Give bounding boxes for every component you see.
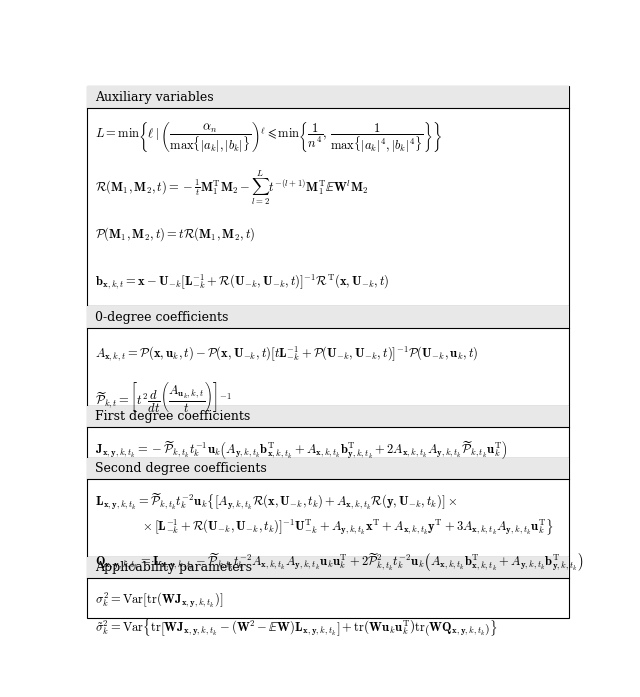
- Bar: [88, 557, 568, 579]
- Text: Auxiliary variables: Auxiliary variables: [95, 91, 214, 104]
- Bar: [88, 86, 568, 108]
- Text: Second degree coefficients: Second degree coefficients: [95, 462, 267, 475]
- Text: $\mathbf{L}_{\mathbf{x},\mathbf{y},k,t_k} = \widetilde{\mathcal{P}}_{k,t_k} t_k^: $\mathbf{L}_{\mathbf{x},\mathbf{y},k,t_k…: [95, 491, 457, 512]
- Text: $\mathcal{R}(\mathbf{M}_1, \mathbf{M}_2, t) = -\frac{1}{t}\mathbf{M}_1^\mathrm{T: $\mathcal{R}(\mathbf{M}_1, \mathbf{M}_2,…: [95, 169, 369, 208]
- Text: 0-degree coefficients: 0-degree coefficients: [95, 311, 228, 323]
- Bar: [88, 307, 568, 406]
- Text: Applicability parameters: Applicability parameters: [95, 561, 252, 574]
- Text: $\mathbf{J}_{\mathbf{x},\mathbf{y},k,t_k} = -\widetilde{\mathcal{P}}_{k,t_k} t_k: $\mathbf{J}_{\mathbf{x},\mathbf{y},k,t_k…: [95, 438, 508, 461]
- Text: $\widetilde{\mathcal{P}}_{k,t} = \left[t^2 \dfrac{d}{dt}\left(\dfrac{A_{\mathbf{: $\widetilde{\mathcal{P}}_{k,t} = \left[t…: [95, 380, 232, 413]
- Text: $\tilde{\sigma}_k^2 = \mathrm{Var}\left\{\mathrm{tr}\left[\mathbf{W}\mathbf{J}_{: $\tilde{\sigma}_k^2 = \mathrm{Var}\left\…: [95, 615, 497, 638]
- Text: First degree coefficients: First degree coefficients: [95, 410, 250, 423]
- Bar: [88, 86, 568, 307]
- Bar: [88, 406, 568, 427]
- Text: $\mathcal{P}(\mathbf{M}_1, \mathbf{M}_2, t) = t\mathcal{R}(\mathbf{M}_1, \mathbf: $\mathcal{P}(\mathbf{M}_1, \mathbf{M}_2,…: [95, 225, 255, 243]
- Bar: [88, 458, 568, 479]
- Bar: [88, 557, 568, 618]
- Text: $A_{\mathbf{x},k,t} = \mathcal{P}(\mathbf{x}, \mathbf{u}_k, t) - \mathcal{P}(\ma: $A_{\mathbf{x},k,t} = \mathcal{P}(\mathb…: [95, 345, 478, 365]
- Bar: [88, 307, 568, 328]
- Text: $\sigma_k^2 = \mathrm{Var}\left[\mathrm{tr}(\mathbf{W}\mathbf{J}_{\mathbf{x},\ma: $\sigma_k^2 = \mathrm{Var}\left[\mathrm{…: [95, 590, 223, 610]
- Bar: [88, 458, 568, 557]
- Text: $\left.\times\left[\mathbf{L}_{-k}^{-1} + \mathcal{R}(\mathbf{U}_{-k}, \mathbf{U: $\left.\times\left[\mathbf{L}_{-k}^{-1} …: [140, 518, 553, 537]
- Text: $L = \min\left\{\ell \mid \left(\dfrac{\alpha_n}{\max\{|a_k|,|b_k|\}}\right)^\el: $L = \min\left\{\ell \mid \left(\dfrac{\…: [95, 121, 442, 154]
- Text: $\mathbf{Q}_{\mathbf{x},\mathbf{y},k,t_k} = \mathbf{L}_{\mathbf{x},\mathbf{y},k,: $\mathbf{Q}_{\mathbf{x},\mathbf{y},k,t_k…: [95, 551, 583, 574]
- Bar: [88, 406, 568, 458]
- Text: $\mathbf{b}_{\mathbf{x},k,t} = \mathbf{x} - \mathbf{U}_{-k}\left[\mathbf{L}_{-k}: $\mathbf{b}_{\mathbf{x},k,t} = \mathbf{x…: [95, 273, 389, 292]
